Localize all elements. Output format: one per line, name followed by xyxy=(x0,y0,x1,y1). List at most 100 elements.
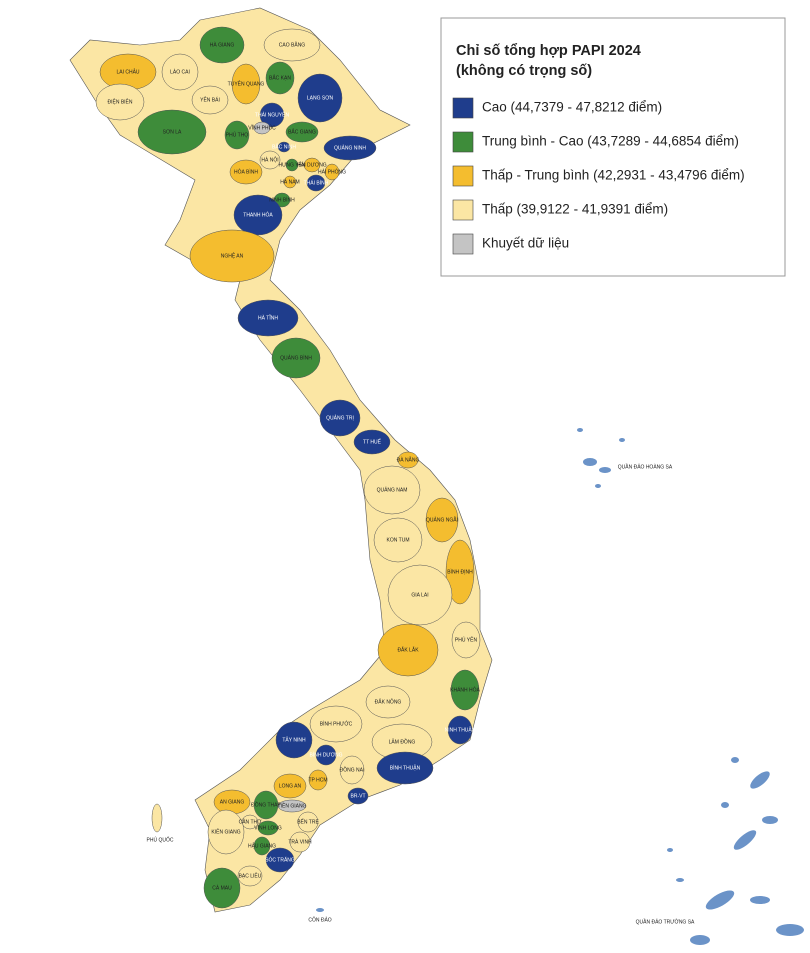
province-label: QUẢNG NINH xyxy=(334,144,366,151)
province xyxy=(285,158,299,172)
province xyxy=(277,141,291,153)
province xyxy=(445,539,475,605)
legend-swatch xyxy=(452,97,474,119)
province-label: NINH BÌNH xyxy=(269,196,295,203)
province-label: QUẢNG BÌNH xyxy=(280,354,312,361)
province xyxy=(224,120,250,150)
province-label: THÁI BÌNH xyxy=(304,179,329,186)
province-label: TIỀN GIANG xyxy=(278,802,307,809)
province-label: LÀO CAI xyxy=(170,68,190,75)
province-label: TT HUẾ xyxy=(363,438,382,445)
legend-label: Cao (44,7379 - 47,8212 điểm) xyxy=(482,100,662,115)
province-label: CAO BẰNG xyxy=(279,40,306,48)
province-label: HÀ NAM xyxy=(280,178,299,185)
province-label: KHÁNH HÒA xyxy=(450,686,480,693)
legend-swatch xyxy=(452,199,474,221)
province xyxy=(237,865,263,887)
province xyxy=(319,399,361,437)
province xyxy=(257,820,279,836)
place-label: QUẦN ĐẢO TRƯỜNG SA xyxy=(636,918,695,925)
province xyxy=(229,159,263,185)
legend-swatch xyxy=(452,131,474,153)
province xyxy=(265,61,295,95)
province-label: LAI CHÂU xyxy=(116,68,139,75)
province xyxy=(259,150,281,170)
province-label: HÀ GIANG xyxy=(210,41,235,48)
province xyxy=(377,623,439,677)
province-label: TÂY NINH xyxy=(282,736,306,743)
province xyxy=(323,135,377,161)
province-label: SƠN LA xyxy=(163,129,182,135)
province xyxy=(283,175,297,189)
province xyxy=(450,669,480,711)
province-label: BẮC NINH xyxy=(272,142,296,150)
province-label: HÒA BÌNH xyxy=(234,168,258,175)
province-label: QUẢNG NAM xyxy=(377,486,408,493)
legend-box xyxy=(440,17,786,277)
province xyxy=(309,705,363,743)
province-label: CẦN THƠ xyxy=(239,818,263,825)
province-label: PHÚ YÊN xyxy=(455,635,478,643)
province-label: ĐIỆN BIÊN xyxy=(107,97,132,105)
province-label: CÀ MAU xyxy=(212,884,232,891)
province xyxy=(231,63,261,105)
province-label: HƯNG YÊN xyxy=(279,160,306,168)
province xyxy=(397,451,419,469)
province-label: VĨNH LONG xyxy=(254,824,282,831)
province-label: BÌNH DƯƠNG xyxy=(309,751,342,758)
province-label: YÊN BÁI xyxy=(200,95,220,103)
province-label: LONG AN xyxy=(279,783,302,789)
province xyxy=(161,53,199,91)
province xyxy=(189,229,275,283)
province xyxy=(253,836,271,856)
province-label: AN GIANG xyxy=(220,799,245,805)
province-label: GIA LAI xyxy=(411,592,428,598)
province xyxy=(353,429,391,455)
province xyxy=(297,811,319,833)
province xyxy=(277,799,307,813)
province xyxy=(263,28,321,62)
legend-title: Chỉ số tổng hợp PAPI 2024 xyxy=(456,43,641,59)
province-label: ĐỒNG NAI xyxy=(340,766,365,773)
province xyxy=(387,564,453,626)
province xyxy=(308,769,328,791)
province xyxy=(259,102,285,128)
province-label: BÌNH PHƯỚC xyxy=(320,720,353,727)
legend-label: Thấp (39,9122 - 41,9391 điểm) xyxy=(482,202,668,217)
labels: HÀ GIANG CAO BẰNG LAI CHÂU LÀO CAI ĐIỆN BIÊN… xyxy=(107,40,695,925)
province xyxy=(363,465,421,515)
province xyxy=(233,194,283,236)
place-label: QUẦN ĐẢO HOÀNG SA xyxy=(618,463,673,470)
provinces xyxy=(95,26,481,909)
legend-subtitle: (không có trọng số) xyxy=(456,63,592,79)
province-label: QUẢNG TRỊ xyxy=(326,414,354,421)
province-label: THÁI NGUYÊN xyxy=(255,110,290,118)
province-label: TP HCM xyxy=(308,777,327,783)
province-label: QUẢNG NGÃI xyxy=(426,516,458,523)
province xyxy=(373,517,423,563)
province-label: BẠC LIÊU xyxy=(239,871,262,879)
province xyxy=(303,157,321,173)
province xyxy=(265,847,295,873)
province xyxy=(253,121,271,135)
province-label: BÌNH THUẬN xyxy=(390,764,421,771)
province-label: ĐỒNG THÁP xyxy=(251,801,281,808)
legend-swatch xyxy=(452,233,474,255)
province xyxy=(137,109,207,155)
province-label: KIÊN GIANG xyxy=(211,827,240,835)
province xyxy=(289,831,311,853)
province-label: TUYÊN QUANG xyxy=(228,79,265,87)
province-label: NINH THUẬN xyxy=(445,726,476,733)
province xyxy=(315,744,337,766)
province-label: HÀ TĨNH xyxy=(258,314,278,321)
province xyxy=(275,721,313,759)
province xyxy=(451,621,481,659)
province xyxy=(339,755,365,785)
province xyxy=(237,299,299,337)
province-label: TRÀ VINH xyxy=(288,838,312,845)
legend-label: Trung bình - Cao (43,7289 - 44,6854 điểm… xyxy=(482,134,739,149)
province-label: HÀ NỘI xyxy=(261,156,278,163)
province-label: BẮC KẠN xyxy=(269,73,291,81)
legend-label: Thấp - Trung bình (42,2931 - 43,4796 điể… xyxy=(482,168,745,183)
province-label: LẠNG SƠN xyxy=(307,95,334,101)
